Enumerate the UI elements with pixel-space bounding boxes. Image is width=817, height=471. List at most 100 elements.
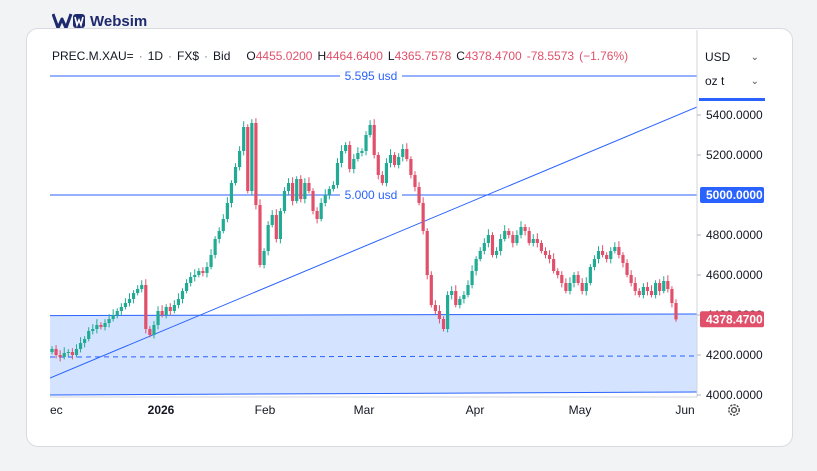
candle [201,271,205,273]
legend-change-pct: (−1.76%) [579,49,629,63]
candle [327,189,331,195]
candle [437,311,442,319]
candle [605,255,609,259]
level-label-mid: 5.000 usd [345,188,398,202]
legend-source: FX$ [177,49,200,63]
candle [50,349,54,352]
candle [99,325,103,327]
candle [421,203,425,231]
candle [454,291,458,305]
candle [282,191,287,211]
candle [401,149,405,157]
y-tick-label: 4600.0000 [706,268,763,282]
candle [417,187,421,203]
trendline [50,106,697,379]
candle [278,211,282,239]
candle [658,283,662,291]
candle [144,285,148,329]
candle [303,183,307,199]
candle [388,155,393,163]
candle [291,183,295,201]
candle [523,227,527,231]
candle [478,251,482,259]
candle [152,325,156,335]
unit-select[interactable]: oz t ⌄ [699,70,765,92]
candle [507,231,511,235]
candle [87,331,91,339]
x-tick-label: Feb [255,403,276,417]
candle [189,277,193,283]
currency-select[interactable]: USD ⌄ [699,46,765,68]
x-tick-label: Apr [466,403,485,417]
candle [160,311,164,315]
candle [519,227,523,235]
candle [376,155,380,175]
candle [107,319,111,323]
candle [596,251,601,259]
candle [180,291,185,299]
candle [148,329,152,335]
candle [233,167,238,183]
candle [629,275,633,283]
candle [123,303,128,307]
legend-close: 4378.4700 [464,49,522,63]
candle [140,285,144,289]
candle [535,239,539,243]
unit-value: oz t [705,74,725,88]
candle [172,305,176,311]
candle [62,353,66,357]
candle [266,225,270,251]
candle [262,251,266,265]
candle [323,195,327,203]
candle [380,175,384,183]
candle [352,159,356,169]
gear-icon[interactable] [726,402,742,418]
brand-name: Websim [90,12,148,30]
candle [588,267,592,283]
candle [600,251,605,255]
last-price-badge [700,311,764,328]
candle [197,271,201,275]
legend-symbol[interactable]: PREC.M.XAU= [52,49,134,63]
candle [625,263,629,275]
candle [368,125,372,135]
candle [193,275,197,277]
candle [429,275,433,305]
candle [315,211,319,219]
candle [356,153,360,159]
candle [115,311,119,315]
candle [66,352,70,353]
candle [503,231,507,239]
legend-price-type: Bid [213,49,231,63]
x-tick-label: ec [50,403,63,417]
candle [164,307,168,315]
candle [462,295,466,299]
candle [527,231,531,243]
candle [205,267,209,273]
candle [560,275,564,283]
candle [54,349,58,355]
candle [364,135,368,151]
candle [91,329,95,331]
candle [458,299,462,305]
x-tick-label: 2026 [148,403,175,417]
candle [649,291,654,295]
candle [221,219,225,231]
candle [413,175,417,187]
level-label-top-bg [340,69,402,83]
candle [543,251,548,255]
candle [494,251,499,255]
legend-interval[interactable]: 1D [147,49,164,63]
candle [83,339,87,343]
candle [254,123,258,205]
candle [250,123,254,191]
candle [384,163,389,183]
legend-low-label: L [387,49,395,63]
candle [486,235,490,243]
candle [238,151,242,167]
candle [662,281,666,291]
candle [335,163,340,185]
chart-legend: PREC.M.XAU= · 1D · FX$ · Bid O4455.0200 … [52,49,629,63]
candle [258,205,262,265]
